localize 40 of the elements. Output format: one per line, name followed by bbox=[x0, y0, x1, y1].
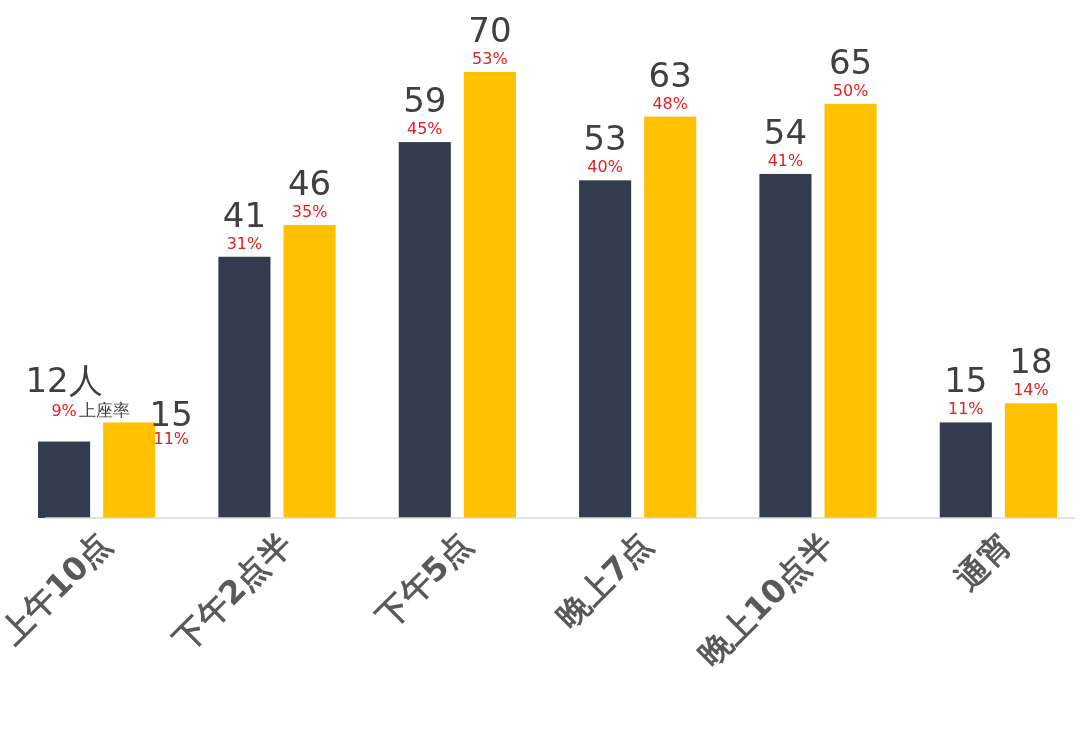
x-tick-label: 上午10点 bbox=[0, 525, 119, 653]
annotation: 45% bbox=[406, 119, 443, 139]
data-label: 41 bbox=[222, 194, 267, 235]
annotation: 41% bbox=[767, 150, 804, 170]
data-label: 70 bbox=[468, 10, 512, 50]
bar bbox=[579, 180, 632, 518]
annotation: 11% bbox=[948, 399, 984, 419]
data-label: 15 bbox=[944, 360, 988, 401]
bar bbox=[644, 116, 697, 518]
x-tick-label: 下午5点 bbox=[368, 525, 480, 637]
data-label: 59 bbox=[403, 80, 447, 121]
bar bbox=[824, 103, 877, 518]
bar bbox=[939, 422, 992, 518]
data-label: 65 bbox=[828, 41, 873, 82]
bar bbox=[38, 441, 91, 518]
data-label: 63 bbox=[648, 54, 692, 95]
annotation: 40% bbox=[587, 157, 623, 177]
data-label: 12人 bbox=[25, 360, 103, 401]
x-tick-label: 晚上10点半 bbox=[691, 525, 841, 675]
annotation: 48% bbox=[652, 93, 689, 113]
bar bbox=[283, 224, 336, 518]
annotation: 50% bbox=[832, 80, 869, 100]
x-tick-label: 下午2点半 bbox=[165, 525, 300, 659]
annotation: 14% bbox=[1013, 380, 1049, 400]
bar bbox=[759, 173, 812, 518]
data-label: 46 bbox=[287, 162, 332, 203]
bar bbox=[398, 142, 451, 518]
annotation: 53% bbox=[472, 49, 508, 68]
annotation: 9% bbox=[51, 401, 77, 421]
bar bbox=[218, 256, 271, 518]
annotation: 35% bbox=[291, 201, 328, 221]
x-tick-label: 通宵 bbox=[948, 525, 1021, 598]
x-tick-label: 晚上7点 bbox=[549, 525, 660, 636]
data-label: 18 bbox=[1009, 341, 1053, 382]
annotation: 31% bbox=[226, 233, 263, 253]
bar bbox=[463, 72, 516, 518]
data-label: 54 bbox=[763, 111, 808, 152]
bar bbox=[1004, 403, 1057, 518]
annotation: 上座率 bbox=[78, 400, 130, 421]
data-label: 53 bbox=[583, 118, 627, 159]
